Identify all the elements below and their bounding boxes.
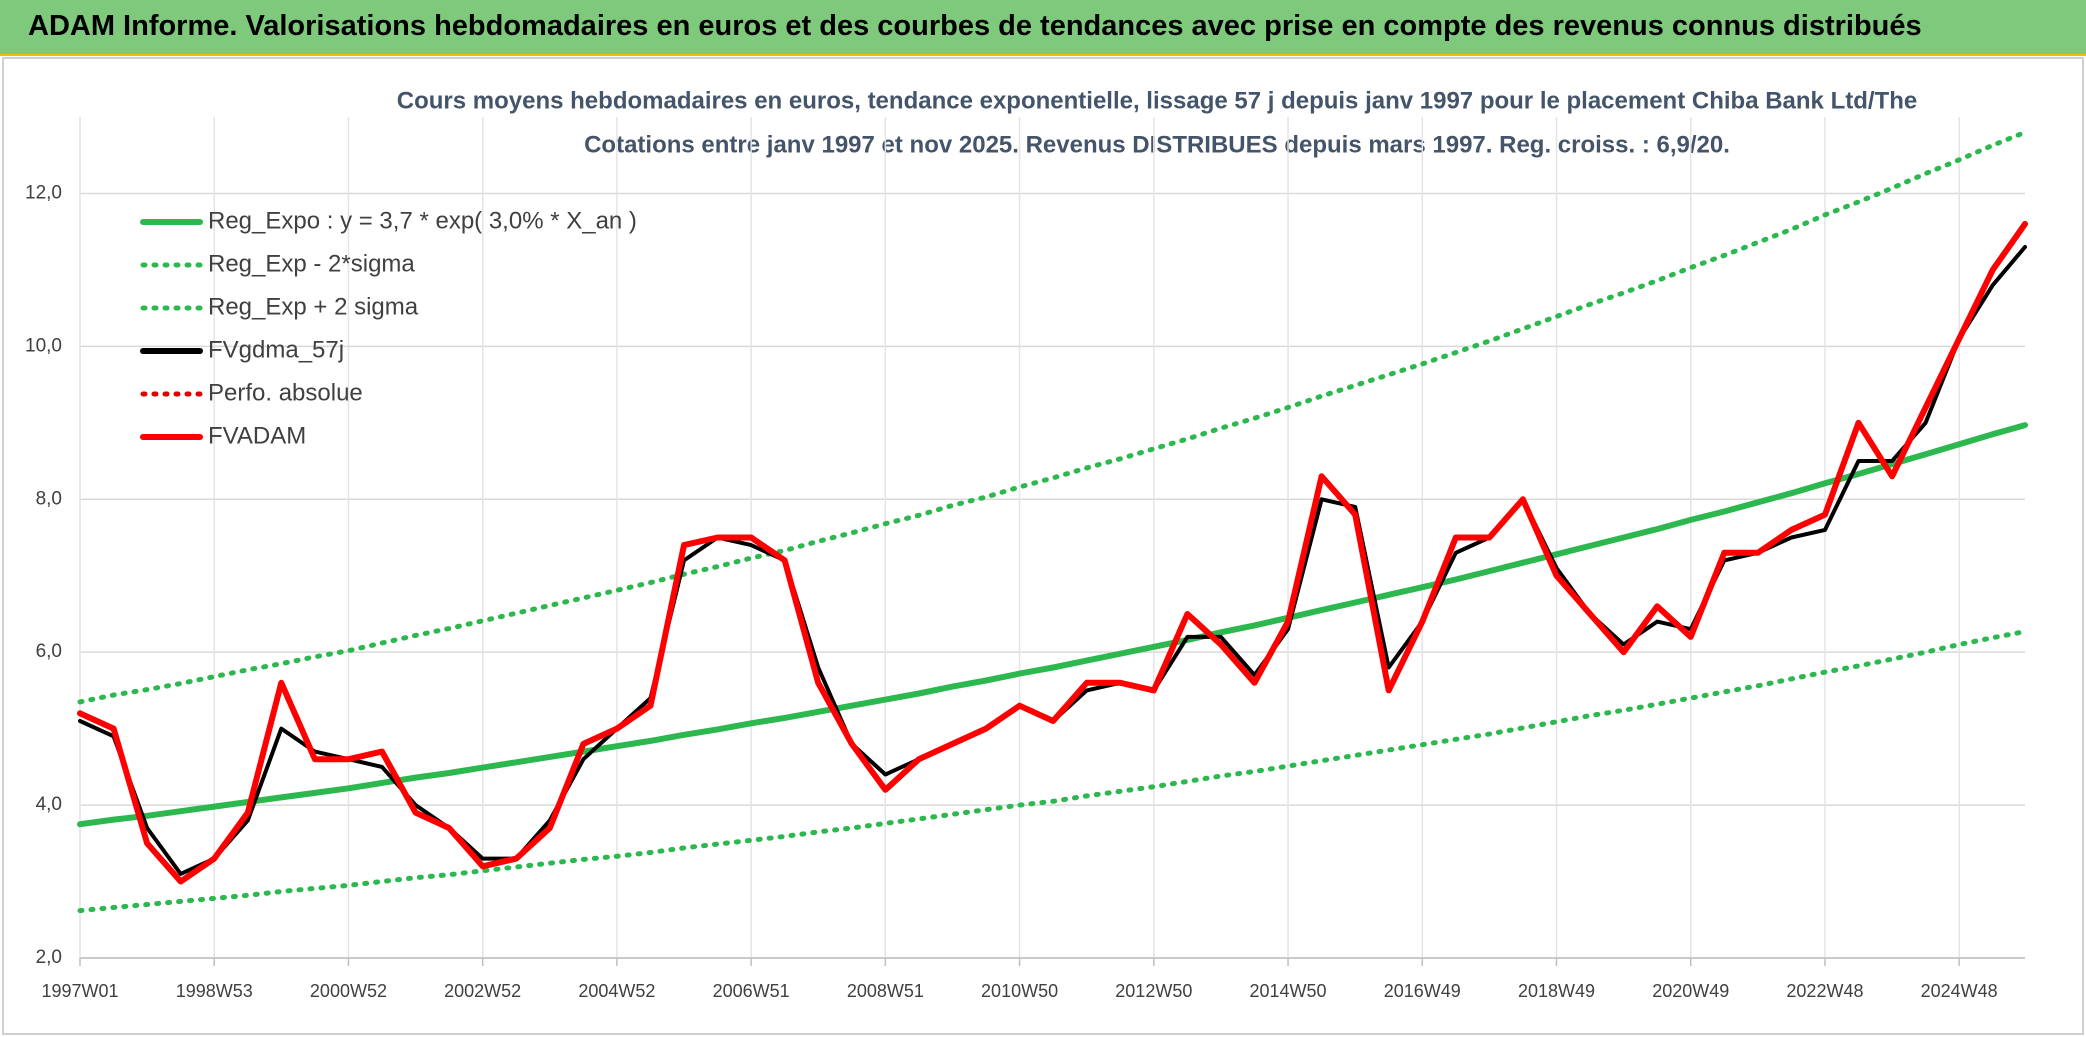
series-line xyxy=(77,129,2028,705)
chart-subtitle: Cotations entre janv 1997 et nov 2025. R… xyxy=(584,131,1730,158)
legend-label: Perfo. absolue xyxy=(208,379,363,406)
legend-label: Reg_Exp - 2*sigma xyxy=(208,250,415,277)
chart-frame xyxy=(2,57,2084,1035)
legend-label: FVADAM xyxy=(208,422,306,449)
x-tick-label: 1997W01 xyxy=(41,981,118,1001)
y-tick-label: 2,0 xyxy=(36,947,62,968)
x-tick-label: 2004W52 xyxy=(578,981,655,1001)
series-line xyxy=(77,221,2028,885)
x-tick-label: 2008W51 xyxy=(847,981,924,1001)
y-tick-label: 4,0 xyxy=(36,794,62,815)
y-tick-label: 12,0 xyxy=(25,182,62,203)
x-tick-label: 2024W48 xyxy=(1921,981,1998,1001)
x-tick-label: 2012W50 xyxy=(1115,981,1192,1001)
x-tick-label: 2010W50 xyxy=(981,981,1058,1001)
header-title: ADAM Informe. Valorisations hebdomadaire… xyxy=(28,10,1922,42)
x-tick-label: 2020W49 xyxy=(1652,981,1729,1001)
x-tick-label: 2014W50 xyxy=(1250,981,1327,1001)
header-bar: ADAM Informe. Valorisations hebdomadaire… xyxy=(0,0,2086,56)
x-tick-label: 1998W53 xyxy=(176,981,253,1001)
x-tick-label: 2002W52 xyxy=(444,981,521,1001)
chart: Cours moyens hebdomadaires en euros, ten… xyxy=(2,57,2084,1035)
series-line xyxy=(77,422,2028,828)
legend-label: FVgdma_57j xyxy=(208,336,344,363)
x-tick-label: 2022W48 xyxy=(1786,981,1863,1001)
x-tick-label: 2016W49 xyxy=(1384,981,1461,1001)
x-tick-label: 2006W51 xyxy=(713,981,790,1001)
legend-label: Reg_Exp + 2 sigma xyxy=(208,293,419,320)
chart-title: Cours moyens hebdomadaires en euros, ten… xyxy=(397,87,1917,114)
x-tick-label: 2000W52 xyxy=(310,981,387,1001)
legend-label: Reg_Expo : y = 3,7 * exp( 3,0% * X_an ) xyxy=(208,207,637,234)
y-tick-label: 10,0 xyxy=(25,335,62,356)
series-line xyxy=(77,629,2028,914)
x-tick-label: 2018W49 xyxy=(1518,981,1595,1001)
y-tick-label: 8,0 xyxy=(36,488,62,509)
y-tick-label: 6,0 xyxy=(36,641,62,662)
